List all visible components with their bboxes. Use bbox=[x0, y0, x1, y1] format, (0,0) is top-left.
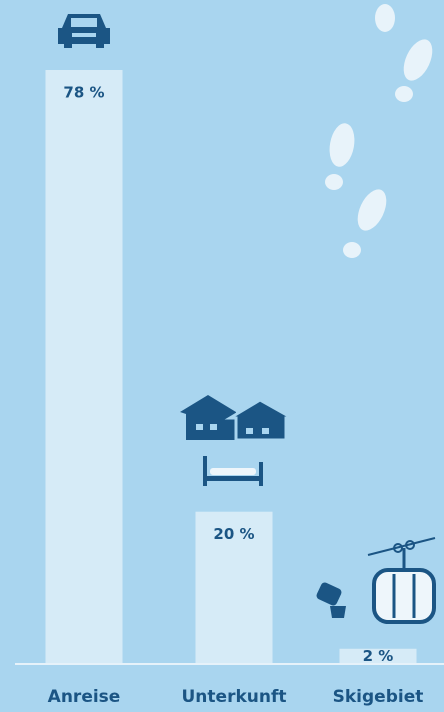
x-tick-label: Unterkunft bbox=[182, 687, 287, 707]
x-tick-label: Skigebiet bbox=[333, 687, 424, 707]
chart: 78 % Anreise 20 % Unterkunft 2 % Skigebiet bbox=[0, 0, 444, 712]
x-tick-label: Anreise bbox=[48, 687, 121, 707]
value-label: 2 % bbox=[363, 647, 394, 665]
value-label: 20 % bbox=[213, 525, 254, 543]
bar bbox=[46, 70, 123, 664]
value-label: 78 % bbox=[63, 84, 104, 102]
